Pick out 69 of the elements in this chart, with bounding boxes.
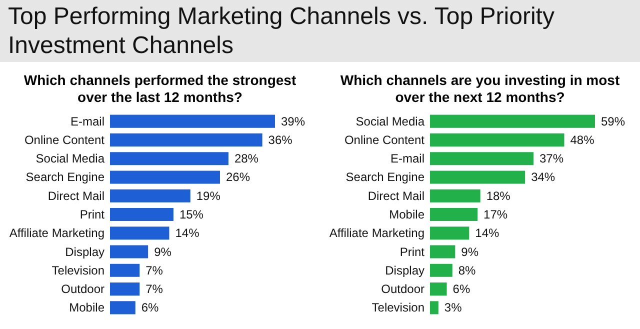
bar bbox=[430, 170, 526, 184]
y-tick-label: Direct Mail bbox=[368, 188, 424, 203]
y-tick-label: Search Engine bbox=[346, 170, 425, 184]
bar bbox=[430, 133, 564, 146]
data-label: 9% bbox=[154, 244, 172, 259]
y-tick-label: E-mail bbox=[70, 114, 104, 128]
y-tick-label: Direct Mail bbox=[48, 188, 104, 203]
chart-subtitle: Which channels are you investing in most over the next 12 months? bbox=[340, 72, 620, 107]
y-tick-label: Affiliate Marketing bbox=[9, 226, 104, 240]
chart-subtitle: Which channels performed the strongest over the last 12 months? bbox=[22, 72, 298, 107]
y-tick-label: Mobile bbox=[69, 300, 105, 315]
bar bbox=[430, 189, 480, 202]
data-label: 26% bbox=[226, 170, 250, 184]
y-tick-label: Search Engine bbox=[26, 170, 105, 184]
data-label: 14% bbox=[175, 226, 200, 240]
data-label: 15% bbox=[179, 208, 204, 222]
data-label: 37% bbox=[539, 152, 564, 166]
bar bbox=[430, 282, 447, 296]
bar bbox=[110, 189, 190, 202]
bar bbox=[430, 114, 595, 128]
y-tick-label: Television bbox=[372, 300, 424, 315]
bar bbox=[110, 245, 148, 258]
y-tick-label: Print bbox=[400, 244, 426, 259]
data-label: 59% bbox=[601, 114, 626, 128]
data-label: 39% bbox=[281, 114, 306, 128]
bar bbox=[110, 301, 136, 314]
bar bbox=[110, 133, 262, 146]
y-tick-label: Affiliate Marketing bbox=[329, 226, 424, 240]
data-label: 48% bbox=[570, 132, 595, 147]
y-tick-label: E-mail bbox=[390, 152, 424, 166]
bar bbox=[430, 226, 470, 240]
y-tick-label: Display bbox=[65, 244, 104, 259]
y-tick-label: Display bbox=[385, 263, 424, 278]
data-label: 28% bbox=[234, 152, 259, 166]
data-label: 17% bbox=[484, 208, 508, 222]
data-label: 6% bbox=[452, 282, 470, 296]
data-label: 6% bbox=[141, 300, 160, 315]
data-label: 7% bbox=[146, 263, 164, 278]
data-label: 34% bbox=[531, 170, 556, 184]
bar bbox=[110, 264, 140, 277]
y-tick-label: Television bbox=[52, 263, 104, 278]
bar bbox=[430, 208, 478, 222]
y-tick-label: Social Media bbox=[356, 114, 425, 128]
y-tick-label: Outdoor bbox=[381, 282, 425, 296]
bar bbox=[110, 282, 140, 296]
data-label: 14% bbox=[475, 226, 500, 240]
y-tick-label: Print bbox=[80, 208, 106, 222]
bar bbox=[430, 245, 456, 258]
data-label: 18% bbox=[486, 188, 511, 203]
data-label: 9% bbox=[461, 244, 479, 259]
y-tick-label: Outdoor bbox=[61, 282, 105, 296]
y-tick-label: Online Content bbox=[24, 132, 106, 147]
y-tick-label: Social Media bbox=[36, 152, 105, 166]
y-tick-label: Online Content bbox=[344, 132, 426, 147]
data-label: 19% bbox=[196, 188, 221, 203]
bar bbox=[110, 208, 174, 222]
bar bbox=[110, 170, 220, 184]
bar bbox=[430, 152, 534, 166]
data-label: 7% bbox=[146, 282, 164, 296]
data-label: 8% bbox=[458, 263, 476, 278]
data-label: 3% bbox=[444, 300, 462, 315]
y-tick-label: Mobile bbox=[389, 208, 425, 222]
bar bbox=[110, 152, 228, 166]
data-label: 36% bbox=[268, 132, 293, 147]
chart-title: Top Performing Marketing Channels vs. Top Priority Investment Channels bbox=[0, 0, 640, 62]
bar bbox=[110, 226, 170, 240]
bar bbox=[430, 301, 438, 314]
bar bbox=[110, 114, 275, 128]
bar bbox=[430, 264, 452, 277]
